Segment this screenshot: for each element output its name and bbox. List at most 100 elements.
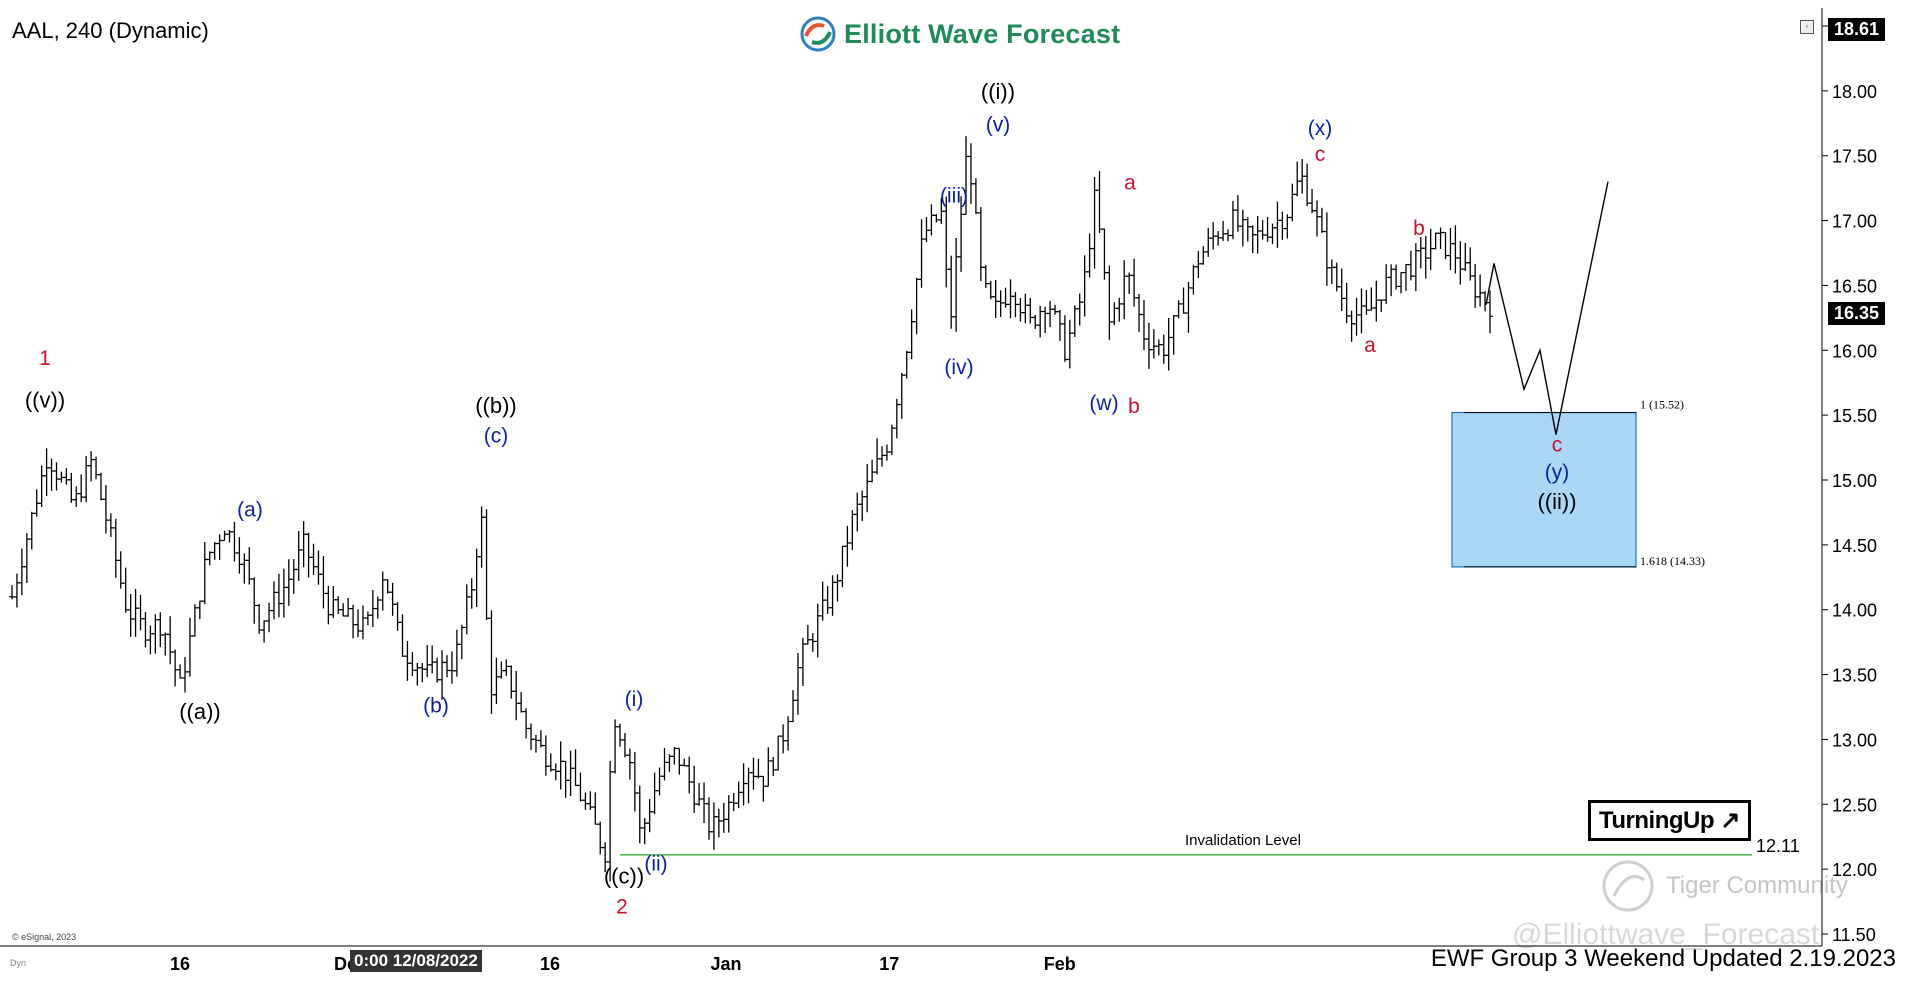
wave-label: (a) bbox=[237, 499, 263, 522]
ohlc-bar bbox=[1220, 220, 1227, 241]
ohlc-bar bbox=[913, 277, 920, 335]
ohlc-bar bbox=[172, 649, 179, 687]
y-tick-label: 12.00 bbox=[1832, 860, 1877, 880]
ohlc-bar bbox=[389, 582, 396, 616]
ohlc-bar bbox=[1175, 300, 1182, 319]
target-top-label: 1 (15.52) bbox=[1640, 398, 1684, 412]
ohlc-bar bbox=[621, 733, 628, 758]
ohlc-bar bbox=[1264, 216, 1271, 242]
ohlc-bar bbox=[765, 747, 772, 787]
ohlc-bar bbox=[43, 448, 50, 496]
ohlc-bar bbox=[503, 659, 510, 676]
ohlc-bar bbox=[1165, 317, 1172, 371]
ohlc-bar bbox=[859, 490, 866, 522]
ohlc-bar bbox=[562, 760, 569, 798]
ohlc-bar bbox=[473, 548, 480, 607]
ohlc-bar bbox=[1071, 305, 1078, 337]
ohlc-bar bbox=[488, 610, 495, 714]
ohlc-bar bbox=[443, 655, 450, 678]
ohlc-bar bbox=[1239, 209, 1246, 247]
ohlc-bar bbox=[592, 792, 599, 825]
ohlc-bar bbox=[73, 486, 80, 507]
ohlc-bar bbox=[1249, 225, 1256, 254]
y-tick-label: 11.50 bbox=[1832, 925, 1876, 945]
ohlc-bar bbox=[241, 553, 248, 584]
ohlc-bar bbox=[1348, 310, 1355, 342]
x-tick-label: Feb bbox=[1044, 954, 1076, 974]
ohlc-bar bbox=[829, 575, 836, 616]
ohlc-bar bbox=[701, 782, 708, 823]
ohlc-bar bbox=[325, 585, 332, 625]
maximize-icon[interactable]: ▫ bbox=[1800, 20, 1814, 34]
ohlc-bar bbox=[83, 455, 90, 503]
esignal-credit: © eSignal, 2023 bbox=[12, 932, 77, 942]
ohlc-bar bbox=[107, 513, 114, 537]
ohlc-bar bbox=[335, 596, 342, 614]
ohlc-bar bbox=[399, 614, 406, 657]
ohlc-bar bbox=[1274, 201, 1281, 248]
ohlc-bar bbox=[992, 279, 999, 319]
ohlc-bar bbox=[1066, 319, 1073, 369]
tiger-community-icon bbox=[1602, 860, 1654, 912]
y-tick-label: 15.50 bbox=[1832, 406, 1877, 426]
ohlc-bar bbox=[641, 817, 648, 845]
ohlc-bar bbox=[1131, 258, 1138, 307]
ohlc-bar bbox=[1417, 237, 1424, 269]
ohlc-bar bbox=[1032, 315, 1039, 329]
ohlc-bar bbox=[1096, 171, 1103, 233]
ohlc-bar bbox=[483, 509, 490, 621]
ohlc-bar bbox=[1304, 163, 1311, 207]
wave-label: c bbox=[1552, 434, 1563, 457]
ohlc-bar bbox=[1294, 161, 1301, 197]
ohlc-bar bbox=[1383, 264, 1390, 304]
y-tick-label: 13.50 bbox=[1832, 666, 1877, 686]
ohlc-bar bbox=[18, 548, 25, 596]
target-bottom-label: 1.618 (14.33) bbox=[1640, 554, 1705, 568]
ohlc-bar bbox=[918, 219, 925, 288]
ohlc-bar bbox=[1422, 235, 1429, 279]
ohlc-bar bbox=[1056, 309, 1063, 342]
ohlc-bar bbox=[1437, 227, 1444, 249]
ohlc-bar bbox=[439, 650, 446, 700]
ohlc-bar bbox=[982, 265, 989, 289]
ohlc-bar bbox=[359, 605, 366, 640]
ohlc-bar bbox=[1313, 200, 1320, 237]
ohlc-bar bbox=[1343, 282, 1350, 324]
ohlc-bar bbox=[1145, 322, 1152, 369]
ohlc-bar bbox=[696, 783, 703, 806]
wave-label: (w) bbox=[1089, 392, 1118, 415]
ewf-logo-icon bbox=[800, 16, 836, 52]
ohlc-bar bbox=[305, 532, 312, 578]
wave-label: c bbox=[1315, 143, 1326, 166]
ohlc-bar bbox=[661, 748, 668, 781]
ohlc-bar bbox=[1205, 227, 1212, 257]
ohlc-bar bbox=[137, 594, 144, 631]
ohlc-bar bbox=[794, 653, 801, 715]
ohlc-bar bbox=[1200, 246, 1207, 265]
ohlc-bar bbox=[740, 763, 747, 806]
ohlc-bar bbox=[23, 533, 30, 583]
ohlc-bar bbox=[923, 217, 930, 243]
ohlc-bar bbox=[1195, 250, 1202, 279]
ohlc-bar bbox=[310, 543, 317, 575]
ohlc-bar bbox=[523, 708, 530, 739]
ohlc-bar bbox=[849, 510, 856, 551]
ohlc-bar bbox=[720, 802, 727, 833]
wave-label: (c) bbox=[484, 425, 509, 448]
ohlc-bar bbox=[1047, 300, 1054, 328]
ohlc-bar bbox=[943, 196, 950, 288]
ohlc-bar bbox=[1170, 315, 1177, 355]
ohlc-bar bbox=[1081, 255, 1088, 317]
ohlc-bar bbox=[1111, 302, 1118, 326]
ohlc-bar bbox=[290, 559, 297, 594]
ohlc-bar bbox=[567, 750, 574, 796]
ohlc-bar bbox=[542, 735, 549, 776]
ohlc-bar bbox=[38, 465, 45, 507]
ohlc-bar bbox=[221, 530, 228, 542]
ohlc-bar bbox=[790, 690, 797, 723]
ohlc-bar bbox=[1190, 264, 1197, 295]
ohlc-bar bbox=[1462, 242, 1469, 271]
ohlc-bar bbox=[93, 456, 100, 480]
ohlc-bar bbox=[1378, 299, 1385, 313]
